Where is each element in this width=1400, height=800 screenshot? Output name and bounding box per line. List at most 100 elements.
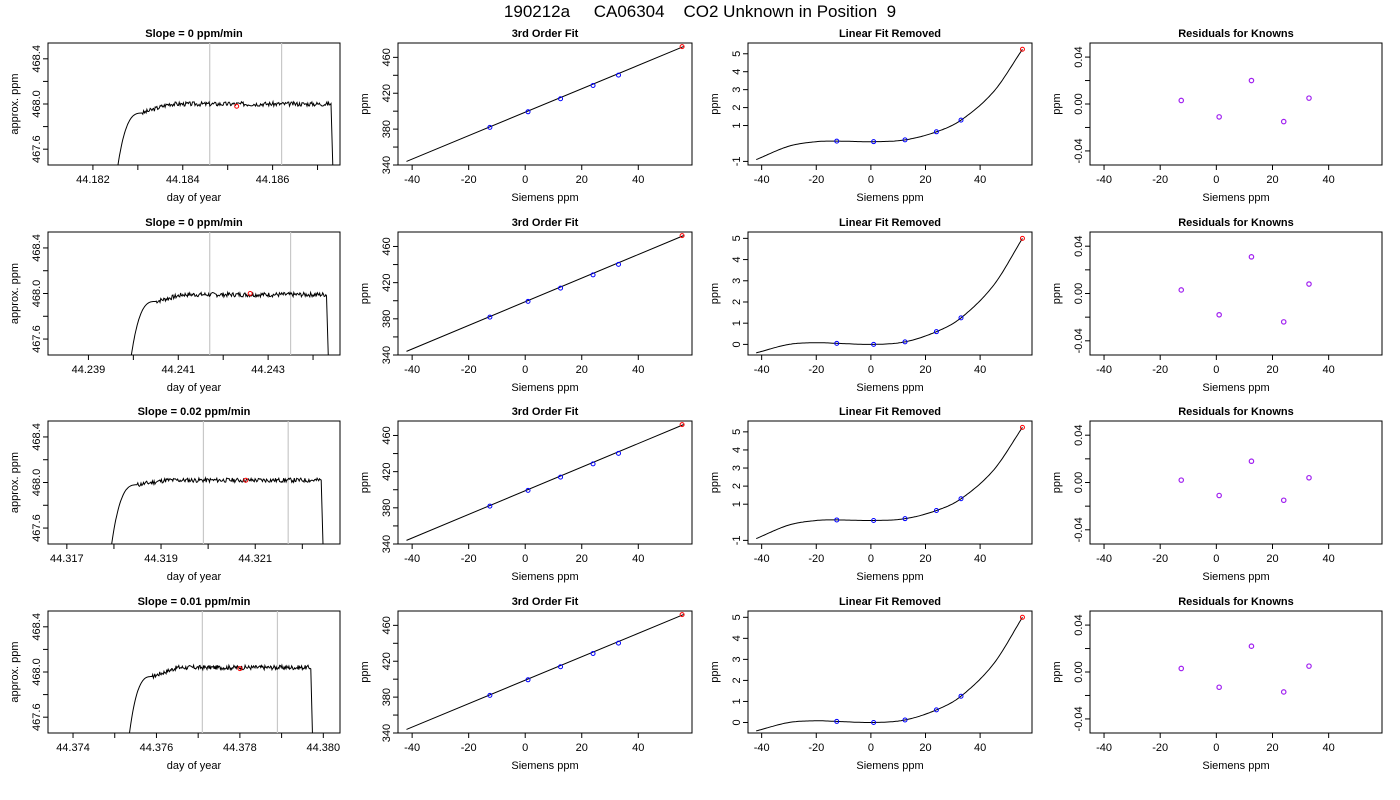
x-tick-label: -40 (754, 742, 770, 754)
y-tick-label: 468.0 (31, 658, 43, 686)
y-axis-label: ppm (359, 283, 371, 304)
plot-area (756, 46, 1025, 161)
raw-trace-line (128, 663, 313, 733)
x-tick-label: 0 (1213, 174, 1219, 186)
panel-16: Residuals for Knowns -40 -20 0 20 40 -0.04 0.00… (1051, 596, 1383, 772)
y-tick-label: 460 (381, 48, 393, 66)
y-tick-label: 340 (381, 156, 393, 174)
x-tick-label: 20 (919, 364, 931, 376)
known-point (902, 137, 908, 143)
raw-trace-line (111, 476, 324, 544)
known-point (933, 707, 939, 713)
known-point (558, 664, 564, 670)
panel-title: Linear Fit Removed (839, 596, 941, 608)
y-axis-label: ppm (1051, 472, 1063, 493)
unknown-point (1019, 614, 1025, 620)
x-axis-label: Siemens ppm (511, 760, 578, 772)
y-axis-label: ppm (359, 661, 371, 682)
x-tick-label: 0 (522, 364, 528, 376)
y-tick-label: 3 (731, 278, 743, 284)
x-tick-label: 0 (868, 742, 874, 754)
x-tick-label: 44.374 (56, 742, 90, 754)
x-tick-label: 20 (1266, 742, 1278, 754)
y-tick-label: 4 (731, 69, 743, 75)
x-axis-label: Siemens ppm (856, 760, 923, 772)
y-tick-label: 460 (381, 237, 393, 255)
y-tick-label: 2 (731, 677, 743, 683)
plot-frame (397, 231, 693, 356)
panel-title: Slope = 0.01 ppm/min (138, 596, 251, 608)
known-point (834, 718, 840, 724)
panel-9: Linear Fit Removed -40 -20 0 20 40 -1 1 2 3 4 5 Siem… (709, 28, 1033, 204)
residual-point (1178, 287, 1185, 293)
y-tick-label: 380 (381, 120, 393, 138)
panel-title: 3rd Order Fit (512, 28, 579, 40)
plot-area (406, 612, 685, 730)
y-tick-label: 5 (731, 51, 743, 57)
x-tick-label: -40 (404, 174, 420, 186)
plot-area (130, 232, 329, 355)
residual-point (1280, 689, 1287, 695)
y-tick-label: -1 (731, 157, 743, 167)
x-tick-label: 44.319 (144, 553, 178, 565)
x-tick-label: 44.241 (161, 364, 195, 376)
raw-trace-line (130, 290, 329, 355)
y-tick-label: 380 (381, 688, 393, 706)
fit-curve (756, 49, 1023, 161)
y-tick-label: 420 (381, 84, 393, 102)
y-tick-label: 468.0 (31, 469, 43, 497)
y-tick-label: 1 (731, 698, 743, 704)
y-tick-label: 3 (731, 87, 743, 93)
residual-point (1178, 97, 1185, 104)
y-tick-label: -0.04 (1073, 517, 1085, 542)
x-tick-label: -40 (404, 364, 420, 376)
y-axis-label: ppm (359, 472, 371, 493)
x-tick-label: 20 (576, 174, 588, 186)
fit-curve (756, 617, 1023, 732)
known-point (871, 341, 877, 347)
known-point (616, 450, 621, 456)
unknown-point (679, 422, 685, 428)
x-tick-label: -20 (461, 364, 477, 376)
x-tick-label: 44.321 (238, 553, 272, 565)
y-tick-label: 0.00 (1073, 472, 1085, 493)
y-tick-label: 340 (381, 535, 393, 553)
known-point (487, 124, 493, 130)
x-tick-label: 44.317 (50, 553, 84, 565)
plot-frame (1089, 420, 1383, 545)
x-tick-label: -40 (404, 553, 420, 565)
unknown-point (1019, 424, 1025, 430)
x-axis-label: Siemens ppm (856, 382, 923, 394)
panel-title: Residuals for Knowns (1178, 596, 1294, 608)
y-tick-label: 420 (381, 462, 393, 480)
residual-point (1306, 663, 1312, 669)
panel-title: Slope = 0 ppm/min (145, 217, 243, 229)
residual-point (1216, 311, 1222, 318)
residual-point (1306, 95, 1312, 101)
plot-frame (747, 420, 1033, 545)
x-tick-label: 0 (522, 174, 528, 186)
known-point (871, 517, 877, 523)
y-tick-label: 4 (731, 257, 743, 263)
residual-point (1178, 477, 1185, 483)
known-point (525, 298, 531, 304)
x-tick-label: -40 (1096, 174, 1112, 186)
x-axis-label: Siemens ppm (1202, 192, 1269, 204)
y-tick-label: 468.4 (31, 234, 43, 262)
x-axis-label: Siemens ppm (1202, 571, 1269, 583)
raw-trace-line (117, 99, 334, 165)
x-axis-label: Siemens ppm (511, 382, 578, 394)
panel-10: Linear Fit Removed -40 -20 0 20 40 0 1 2 3 4 5 Sieme… (709, 217, 1033, 394)
known-point (616, 72, 621, 78)
known-point (958, 496, 964, 502)
plot-area (1178, 254, 1312, 325)
x-tick-label: -20 (1152, 364, 1168, 376)
panel-4: Slope = 0.01 ppm/min 44.374 44.376 44.378 44… (9, 596, 341, 772)
fit-curve (756, 238, 1023, 354)
residual-point (1248, 458, 1255, 465)
x-tick-label: -20 (1152, 742, 1168, 754)
y-tick-label: 468.4 (31, 45, 43, 73)
y-tick-label: 0.04 (1073, 46, 1085, 67)
panel-8: 3rd Order Fit -40 -20 0 20 40 340 380 420 460 Siem… (359, 596, 693, 772)
y-tick-label: 420 (381, 652, 393, 670)
